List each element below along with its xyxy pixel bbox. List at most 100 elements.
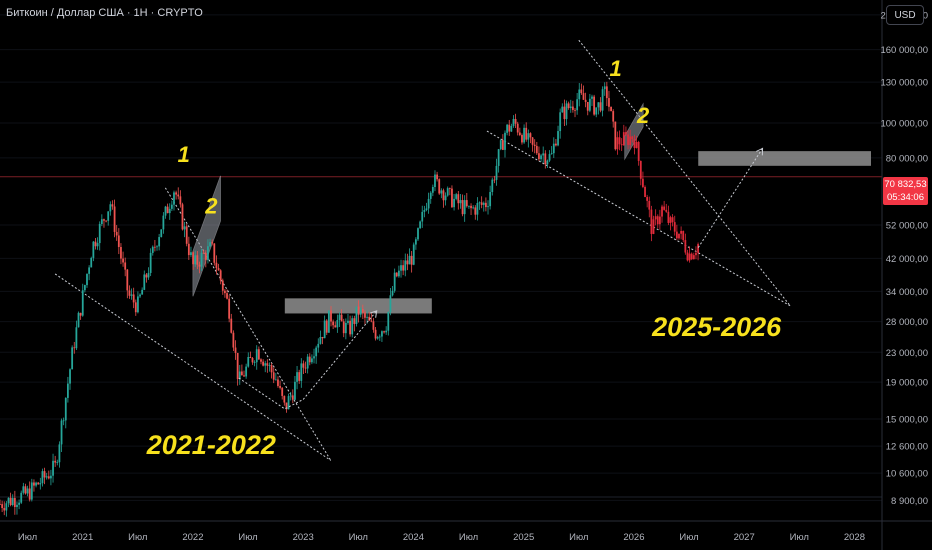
currency-button[interactable]: USD bbox=[886, 5, 924, 25]
candle-body bbox=[211, 242, 214, 244]
candle-body bbox=[658, 216, 661, 225]
candle-body bbox=[247, 356, 250, 367]
candle-body bbox=[164, 206, 167, 216]
candle-body bbox=[200, 252, 203, 267]
period-label: 2025-2026 bbox=[651, 312, 782, 342]
candle-body bbox=[527, 133, 530, 140]
candle-body bbox=[548, 154, 551, 161]
candle-body bbox=[361, 308, 364, 313]
candle-body bbox=[5, 503, 8, 511]
candle-body bbox=[461, 200, 464, 215]
candle-body bbox=[209, 242, 211, 247]
candle-body bbox=[635, 141, 638, 148]
current-price-tag: 70 832,53 05:34:06 bbox=[883, 177, 928, 205]
candle-body bbox=[69, 369, 71, 384]
candle-body bbox=[544, 153, 547, 165]
candle-body bbox=[228, 298, 231, 319]
candle-body bbox=[340, 314, 343, 322]
candle-body bbox=[240, 371, 243, 376]
candle-body bbox=[291, 395, 294, 400]
price-tick-label: 19 000,00 bbox=[886, 378, 928, 389]
candle-body bbox=[47, 476, 50, 479]
candle-body bbox=[555, 143, 557, 146]
candle-body bbox=[678, 233, 680, 239]
candle-body bbox=[236, 352, 239, 379]
candle-body bbox=[448, 188, 451, 189]
time-tick-label: Июл bbox=[790, 532, 809, 543]
candle-body bbox=[304, 367, 307, 369]
candle-body bbox=[103, 219, 105, 221]
candle-body bbox=[440, 190, 443, 194]
price-tick-label: 100 000,00 bbox=[880, 119, 928, 130]
candle-body bbox=[453, 198, 455, 208]
candle-body bbox=[421, 211, 424, 222]
candle-body bbox=[162, 215, 165, 230]
candle-body bbox=[652, 219, 655, 234]
candle-body bbox=[408, 255, 411, 265]
candle-body bbox=[81, 290, 84, 316]
candle-body bbox=[24, 486, 27, 494]
candle-body bbox=[109, 204, 112, 212]
candle-body bbox=[50, 475, 52, 479]
candle-body bbox=[482, 202, 485, 205]
candle-body bbox=[442, 190, 445, 201]
candle-body bbox=[431, 187, 434, 193]
candle-body bbox=[115, 231, 118, 236]
candle-body bbox=[3, 508, 6, 511]
candle-body bbox=[149, 252, 152, 273]
projection-path-2-arrowhead bbox=[756, 147, 764, 156]
candle-body bbox=[128, 290, 131, 296]
candle-body bbox=[540, 155, 542, 160]
candle-body bbox=[124, 262, 127, 270]
time-tick-label: 2025 bbox=[513, 532, 534, 543]
candle-body bbox=[370, 320, 373, 322]
candle-body bbox=[427, 198, 430, 209]
candle-body bbox=[134, 302, 137, 313]
candle-body bbox=[552, 143, 555, 154]
candle-body bbox=[372, 321, 375, 330]
trendline bbox=[54, 273, 332, 461]
candle-body bbox=[605, 86, 608, 99]
time-axis[interactable]: Июл 2021 Июл 2022 Июл 2023 Июл 2024 Июл 2025 Июл 20… bbox=[0, 520, 932, 543]
candle-body bbox=[0, 503, 1, 505]
time-tick-label: Июл bbox=[349, 532, 368, 543]
resistance-zone bbox=[698, 151, 871, 166]
candle-body bbox=[221, 280, 224, 291]
candle-body bbox=[438, 179, 441, 194]
candle-body bbox=[680, 230, 683, 234]
candle-body bbox=[13, 498, 16, 508]
candle-body bbox=[111, 204, 114, 207]
candle-body bbox=[332, 321, 335, 326]
time-tick-label: 2021 bbox=[72, 532, 93, 543]
candle-body bbox=[586, 102, 589, 111]
wave-number-label: 2 bbox=[204, 193, 218, 218]
candle-body bbox=[667, 211, 670, 223]
candle-body bbox=[493, 179, 496, 181]
candle-body bbox=[620, 144, 623, 146]
candle-body bbox=[196, 255, 199, 265]
candle-body bbox=[75, 327, 78, 349]
candle-body bbox=[56, 462, 59, 464]
candle-body bbox=[90, 257, 93, 268]
candle-body bbox=[28, 488, 31, 500]
candle-body bbox=[283, 395, 286, 403]
candle-body bbox=[618, 137, 621, 145]
candle-body bbox=[264, 363, 267, 366]
candle-body bbox=[637, 141, 640, 161]
time-tick-label: 2023 bbox=[293, 532, 314, 543]
candle-body bbox=[317, 343, 320, 348]
wave-number-label: 2 bbox=[636, 103, 650, 128]
candle-body bbox=[204, 253, 207, 260]
candle-body bbox=[603, 86, 606, 90]
candle-body bbox=[238, 371, 241, 379]
candle-body bbox=[599, 102, 602, 111]
candle-body bbox=[249, 356, 252, 358]
candle-body bbox=[506, 124, 509, 133]
candle-body bbox=[187, 243, 190, 256]
candle-body bbox=[673, 222, 676, 232]
candle-body bbox=[349, 320, 352, 335]
candle-body bbox=[569, 106, 572, 109]
